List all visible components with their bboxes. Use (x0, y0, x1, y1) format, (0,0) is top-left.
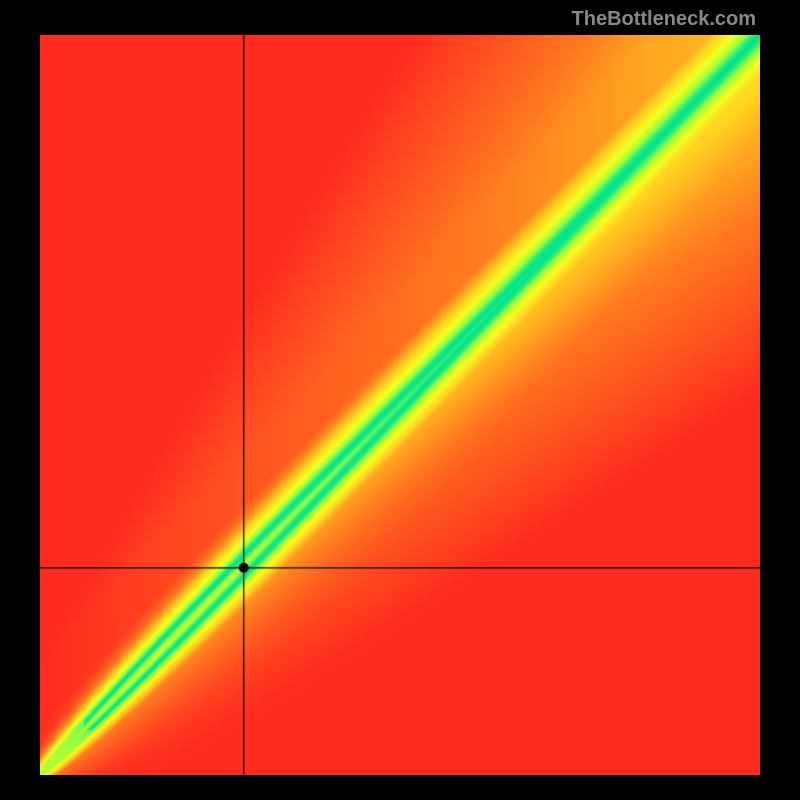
bottleneck-heatmap (40, 35, 760, 775)
watermark-text: TheBottleneck.com (572, 8, 756, 31)
